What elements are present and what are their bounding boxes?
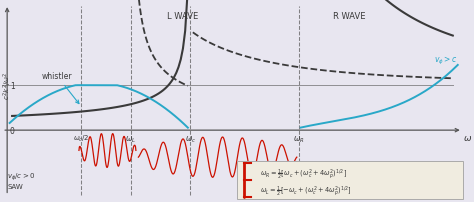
- Text: 0: 0: [9, 126, 15, 135]
- Text: $\omega_c/2$: $\omega_c/2$: [73, 134, 90, 144]
- Text: $\omega$: $\omega$: [463, 134, 472, 143]
- Text: $\omega_L = \frac{1}{2}[-\omega_c + (\omega_c^2 + 4\omega_p^2)^{1/2}]$: $\omega_L = \frac{1}{2}[-\omega_c + (\om…: [260, 183, 352, 198]
- Text: $v_\phi/c > 0$
SAW: $v_\phi/c > 0$ SAW: [7, 170, 36, 189]
- Text: $c^2k^2/\omega^2$: $c^2k^2/\omega^2$: [2, 71, 14, 99]
- Text: $\omega_c$: $\omega_c$: [185, 134, 196, 144]
- Text: whistler: whistler: [42, 72, 79, 104]
- Text: $\omega_R = \frac{1}{2}[\omega_c + (\omega_c^2 + 4\omega_p^2)^{1/2}]$: $\omega_R = \frac{1}{2}[\omega_c + (\ome…: [260, 166, 346, 181]
- Text: R WAVE: R WAVE: [333, 12, 365, 21]
- Text: $\omega_R$: $\omega_R$: [293, 134, 305, 144]
- Text: L WAVE: L WAVE: [167, 12, 199, 21]
- FancyBboxPatch shape: [237, 162, 463, 199]
- Text: $\omega_L$: $\omega_L$: [126, 134, 137, 144]
- Text: 1: 1: [10, 81, 15, 90]
- Text: $v_\phi > c$: $v_\phi > c$: [434, 55, 458, 67]
- Bar: [2, 1, 3, 200]
